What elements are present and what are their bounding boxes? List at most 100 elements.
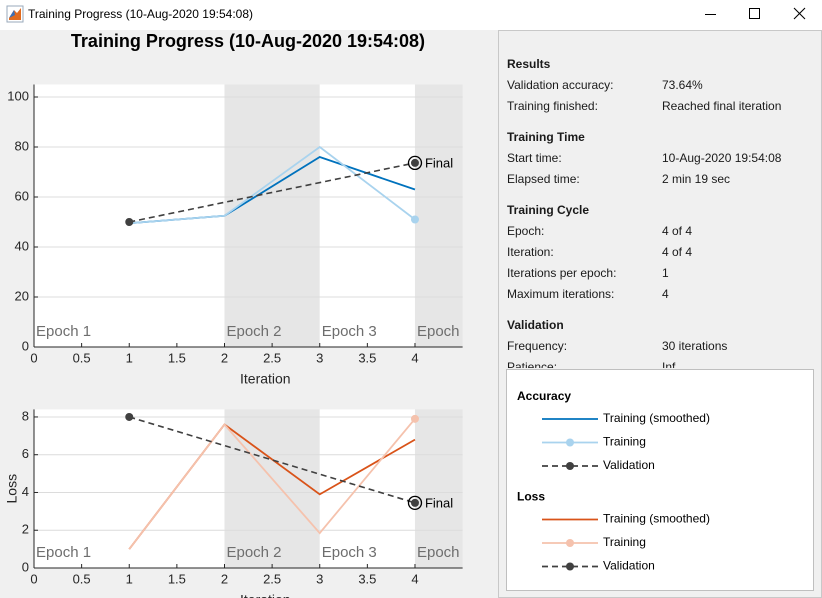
epoch-label: Epoch 4 xyxy=(417,323,472,340)
legend-label: Validation xyxy=(603,458,655,472)
legend-label: Validation xyxy=(603,559,655,573)
epoch-label: Epoch 4 xyxy=(417,544,472,561)
epoch-label: Epoch 2 xyxy=(226,544,281,561)
epoch-band xyxy=(224,84,320,347)
epoch-band xyxy=(319,84,415,347)
final-marker xyxy=(407,155,423,171)
info-value: 4 xyxy=(662,287,669,301)
y-tick-label: 40 xyxy=(15,238,29,253)
legend-label: Training xyxy=(603,435,646,449)
info-label: Maximum iterations: xyxy=(507,287,615,301)
info-row: Iterations per epoch: 1 xyxy=(507,263,821,284)
info-row: Epoch: 4 of 4 xyxy=(507,221,821,242)
x-tick-label: 2.5 xyxy=(263,571,281,586)
info-label: Iterations per epoch: xyxy=(507,266,617,280)
info-label: Frequency: xyxy=(507,339,568,353)
epoch-label: Epoch 2 xyxy=(226,323,281,340)
legend-marker xyxy=(566,539,574,547)
section-heading: Training Time xyxy=(507,130,585,144)
epoch-band xyxy=(414,84,463,347)
section-heading: Training Cycle xyxy=(507,203,590,217)
series-marker xyxy=(410,215,419,224)
epoch-label: Epoch 1 xyxy=(36,323,91,340)
epoch-band xyxy=(34,84,225,347)
info-value: 4 of 4 xyxy=(662,245,693,259)
training-plots: Training Progress (10-Aug-2020 19:54:08)… xyxy=(4,31,472,598)
x-axis-label: Iteration xyxy=(240,592,291,598)
y-tick-label: 4 xyxy=(22,484,29,499)
y-tick-label: 100 xyxy=(7,88,29,103)
epoch-band xyxy=(34,409,225,568)
final-label: Final xyxy=(425,155,453,170)
legend-marker xyxy=(566,562,574,571)
maximize-button[interactable] xyxy=(749,8,760,19)
info-label: Epoch: xyxy=(507,224,545,238)
epoch-band xyxy=(414,409,463,568)
y-tick-label: 20 xyxy=(15,288,29,303)
x-tick-label: 0.5 xyxy=(73,350,91,365)
info-value: 2 min 19 sec xyxy=(662,172,731,186)
info-value: 4 of 4 xyxy=(662,224,693,238)
info-value: 10-Aug-2020 19:54:08 xyxy=(662,151,782,165)
series-marker xyxy=(125,218,134,226)
x-tick-label: 0 xyxy=(30,571,37,586)
info-value: 30 iterations xyxy=(662,339,728,353)
section-heading: Validation xyxy=(507,318,564,332)
info-row: Elapsed time: 2 min 19 sec xyxy=(507,169,821,190)
series-marker xyxy=(410,158,419,167)
x-tick-label: 4 xyxy=(411,350,418,365)
legend-label: Training (smoothed) xyxy=(603,512,710,526)
series-line xyxy=(128,418,416,550)
epoch-label: Epoch 3 xyxy=(322,323,377,340)
section-heading: Results xyxy=(507,57,551,71)
x-tick-label: 1.5 xyxy=(168,350,186,365)
info-row: Training finished: Reached final iteratio… xyxy=(507,96,821,117)
legend-label: Training (smoothed) xyxy=(603,411,710,425)
x-tick-label: 2.5 xyxy=(263,350,281,365)
y-axis-label: Loss xyxy=(4,474,20,504)
y-tick-label: 8 xyxy=(22,408,29,423)
x-tick-label: 1.5 xyxy=(168,571,186,586)
epoch-label: Epoch 3 xyxy=(322,544,377,561)
title-bar-graphics xyxy=(6,5,806,23)
legend: Accuracy Training (smoothed) Training Valid… xyxy=(506,369,814,591)
x-tick-label: 2 xyxy=(221,571,228,586)
legend-marker xyxy=(566,462,574,470)
legend-graphics: Accuracy Training (smoothed) Training Valid… xyxy=(517,389,710,573)
info-panel: Results Validation accuracy: 73.64% Trainin… xyxy=(498,30,822,598)
x-tick-label: 0 xyxy=(30,350,37,365)
x-tick-label: 0.5 xyxy=(73,571,91,586)
x-tick-label: 3.5 xyxy=(358,350,376,365)
title-bar: Training Progress (10-Aug-2020 19:54:08) xyxy=(0,0,822,30)
epoch-label: Epoch 1 xyxy=(36,544,91,561)
x-tick-label: 3.5 xyxy=(358,571,376,586)
x-tick-label: 3 xyxy=(316,571,323,586)
info-row: Frequency: 30 iterations xyxy=(507,336,821,357)
final-marker xyxy=(407,495,423,511)
info-value: Inf xyxy=(662,360,676,368)
epoch-band xyxy=(319,409,415,568)
info-value: 73.64% xyxy=(662,78,703,92)
series-marker xyxy=(410,414,419,423)
x-tick-label: 2 xyxy=(221,350,228,365)
info-label: Validation accuracy: xyxy=(507,78,614,92)
close-button[interactable] xyxy=(793,7,806,20)
x-tick-label: 4 xyxy=(411,571,418,586)
info-label: Start time: xyxy=(507,151,562,165)
series-line xyxy=(129,145,416,225)
info-label: Training finished: xyxy=(507,99,598,113)
x-tick-label: 1 xyxy=(126,571,133,586)
x-axis-label: Iteration xyxy=(240,371,291,387)
app-icon xyxy=(6,5,24,23)
info-label: Iteration: xyxy=(507,245,554,259)
legend-title: Loss xyxy=(517,490,545,504)
info-row: Iteration: 4 of 4 xyxy=(507,242,821,263)
plot: Epoch 1 Epoch 2 Epoch 3 Epoch 4 Final xyxy=(34,84,472,348)
info-value: Reached final iteration xyxy=(662,99,782,113)
y-tick-label: 2 xyxy=(22,522,29,537)
final-label: Final xyxy=(425,495,453,510)
legend-title: Accuracy xyxy=(517,389,571,403)
series-marker xyxy=(125,412,134,421)
training-info: Results Validation accuracy: 73.64% Trainin… xyxy=(499,31,821,368)
